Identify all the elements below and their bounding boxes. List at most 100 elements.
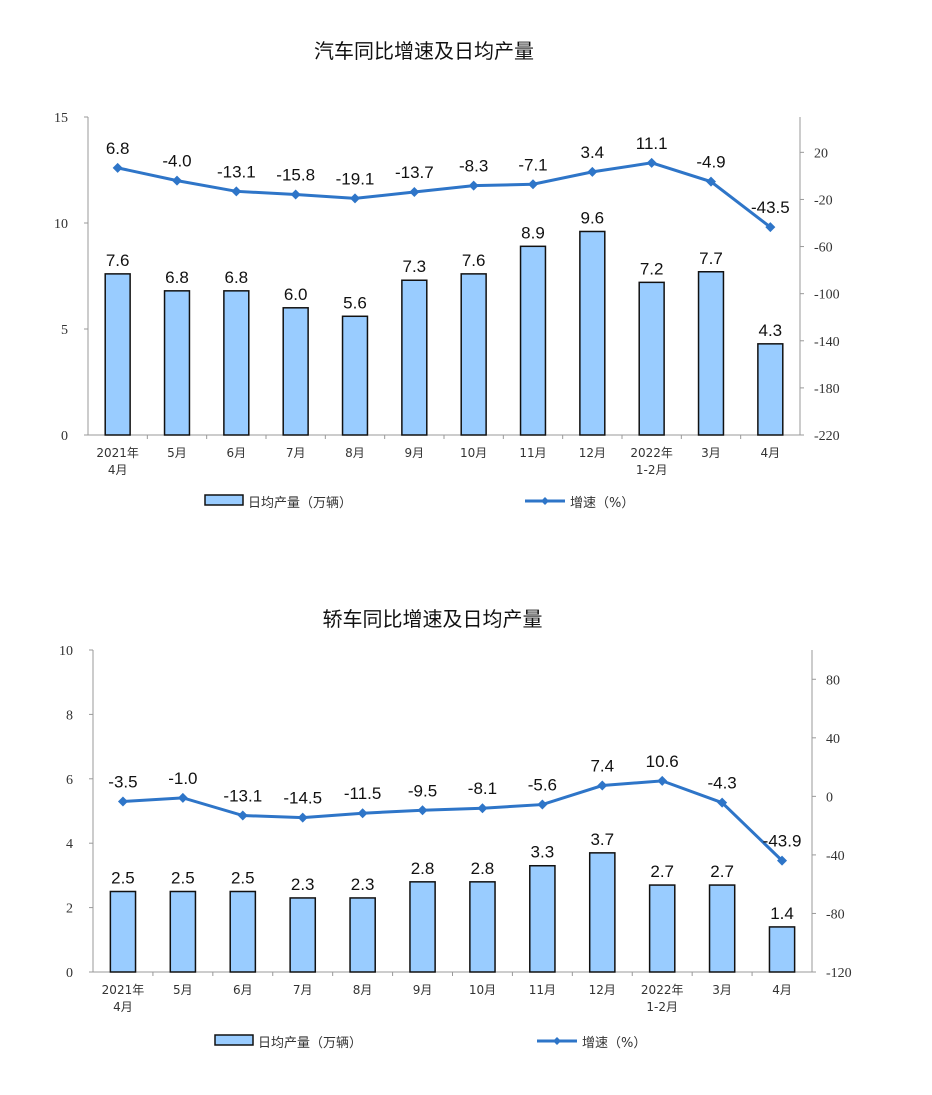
line-data-label: -3.5 [108, 772, 137, 791]
bar [104, 273, 131, 436]
line-data-label: 11.1 [636, 134, 668, 153]
line-marker [587, 166, 598, 177]
line-marker [172, 175, 182, 186]
category-label: 8月 [353, 983, 373, 997]
legend-line-label: 增速（%） [582, 1036, 646, 1051]
line-marker [112, 162, 123, 173]
bar-data-label: 6.0 [284, 285, 308, 304]
bar [697, 271, 725, 436]
bar [229, 890, 257, 973]
bar [519, 245, 547, 436]
right-tick-label: -40 [826, 849, 845, 864]
line-data-label: -13.1 [217, 162, 256, 181]
line-data-label: -13.7 [395, 163, 434, 182]
chart-title: 汽车同比增速及日均产量 [314, 39, 534, 63]
right-tick-label: -120 [826, 966, 852, 981]
bar-data-label: 7.3 [403, 257, 427, 276]
bar [529, 864, 556, 973]
chart-title: 轿车同比增速及日均产量 [323, 607, 543, 631]
line-data-label: -8.3 [459, 157, 488, 176]
right-tick-label: -20 [814, 193, 833, 208]
bar [163, 290, 191, 436]
right-tick-label: -80 [826, 907, 845, 922]
bar [409, 881, 436, 973]
bar-data-label: 5.6 [343, 293, 367, 312]
category-label: 4月 [772, 983, 792, 997]
category-label: 7月 [286, 446, 306, 460]
left-tick-label: 10 [54, 217, 68, 232]
bar [401, 279, 428, 436]
bar [349, 897, 376, 973]
growth-line [122, 779, 784, 862]
bar-data-label: 2.7 [650, 862, 674, 881]
line-marker [290, 189, 301, 200]
line-marker [350, 193, 360, 204]
category-label: 9月 [413, 983, 433, 997]
bar [768, 926, 796, 973]
line-marker [237, 810, 248, 821]
bar-data-label: 2.5 [111, 869, 135, 888]
line-marker [357, 808, 368, 819]
bar [469, 881, 496, 973]
bar [169, 890, 197, 973]
bar [588, 852, 616, 973]
line-marker [646, 157, 657, 168]
right-tick-label: -220 [814, 429, 840, 444]
left-tick-label: 15 [54, 111, 68, 126]
category-label: 9月 [405, 446, 425, 460]
line-data-label: -43.5 [751, 198, 790, 217]
category-label: 12月 [589, 983, 616, 997]
right-tick-label: -60 [814, 241, 833, 256]
bar-data-label: 3.7 [590, 830, 614, 849]
line-data-label: -5.6 [528, 776, 557, 795]
line-marker [765, 222, 776, 233]
category-label: 5月 [173, 983, 193, 997]
bar [289, 897, 317, 973]
line-marker [468, 180, 479, 191]
line-data-label: 3.4 [581, 143, 605, 162]
bar-data-label: 1.4 [770, 904, 794, 923]
category-label: 3月 [712, 983, 732, 997]
line-data-label: -19.1 [336, 169, 375, 188]
line-data-label: -13.1 [223, 787, 262, 806]
line-marker [528, 179, 538, 190]
bar [579, 230, 606, 436]
line-data-label: -14.5 [283, 789, 322, 808]
legend-bar-swatch [214, 1034, 254, 1046]
bar-data-label: 6.8 [225, 268, 249, 287]
category-label: 3月 [701, 446, 721, 460]
right-tick-label: -180 [814, 382, 840, 397]
left-tick-label: 0 [61, 429, 68, 444]
line-data-label: 7.4 [590, 757, 614, 776]
bar [460, 273, 487, 436]
bar-data-label: 3.3 [531, 843, 555, 862]
bar [341, 315, 369, 436]
category-label: 2022年 [641, 983, 684, 997]
right-tick-label: 40 [826, 732, 840, 747]
line-marker [117, 796, 128, 807]
bar [648, 884, 676, 973]
bar-data-label: 7.6 [462, 251, 486, 270]
line-data-label: -4.9 [696, 153, 725, 172]
line-marker [409, 187, 420, 198]
line-marker [177, 792, 188, 803]
bar-data-label: 2.3 [351, 875, 375, 894]
right-tick-label: 80 [826, 673, 840, 688]
line-marker [717, 797, 728, 808]
line-marker [657, 775, 668, 786]
category-label: 12月 [579, 446, 606, 460]
category-label: 4月 [761, 446, 781, 460]
bar-data-label: 4.3 [759, 321, 783, 340]
line-marker [777, 855, 788, 866]
legend-bar-label: 日均产量（万辆） [248, 496, 352, 511]
bar [109, 890, 137, 973]
growth-line [117, 161, 772, 229]
right-tick-label: -140 [814, 335, 840, 350]
legend-line-label: 增速（%） [570, 496, 634, 511]
bar-data-label: 7.7 [699, 249, 723, 268]
category-label: 1-2月 [636, 463, 668, 477]
bar [757, 343, 784, 436]
category-label: 2021年 [96, 446, 139, 460]
category-label: 1-2月 [646, 1000, 678, 1014]
category-label: 11月 [519, 446, 546, 460]
